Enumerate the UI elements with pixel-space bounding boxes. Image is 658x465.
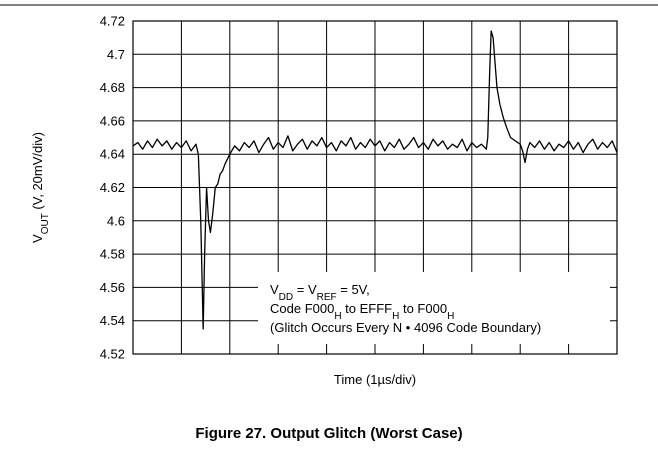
text-run: V — [30, 234, 45, 243]
text-run: to F000 — [399, 301, 447, 316]
y-tick-label: 4.68 — [100, 80, 125, 95]
subscript: H — [447, 311, 454, 322]
subscript: OUT — [40, 213, 51, 234]
y-tick-label: 4.6 — [107, 213, 125, 228]
text-run: (Glitch Occurs Every N • 4096 Code Bound… — [270, 320, 541, 335]
text-run: V — [270, 282, 279, 297]
y-tick-label: 4.52 — [100, 347, 125, 362]
y-tick-label: 4.56 — [100, 280, 125, 295]
text-run: to EFFF — [342, 301, 393, 316]
subscript: H — [392, 311, 399, 322]
y-tick-label: 4.58 — [100, 247, 125, 262]
text-run: = V — [293, 282, 317, 297]
signal-line — [132, 30, 618, 330]
text-run: = 5V, — [337, 282, 370, 297]
subscript: H — [334, 311, 341, 322]
annotation-line: (Glitch Occurs Every N • 4096 Code Bound… — [270, 320, 541, 335]
subscript: DD — [279, 292, 293, 303]
text-run: Code F000 — [270, 301, 334, 316]
plot-frame — [132, 20, 618, 355]
annotation-line: VDD = VREF = 5V, — [270, 282, 370, 303]
annotation-background — [258, 272, 610, 344]
y-axis-label: VOUT (V, 20mV/div) — [30, 132, 51, 243]
y-tick-label: 4.64 — [100, 147, 125, 162]
y-tick-label: 4.54 — [100, 313, 125, 328]
y-tick-label: 4.62 — [100, 180, 125, 195]
figure-caption: Figure 27. Output Glitch (Worst Case) — [195, 425, 462, 442]
y-tick-label: 4.66 — [100, 113, 125, 128]
annotation-line: Code F000H to EFFFH to F000H — [270, 301, 454, 322]
y-tick-label: 4.72 — [100, 14, 125, 29]
text-run: (V, 20mV/div) — [30, 132, 45, 213]
y-tick-label: 4.7 — [107, 47, 125, 62]
x-axis-label: Time (1µs/div) — [334, 372, 416, 387]
subscript: REF — [317, 292, 337, 303]
